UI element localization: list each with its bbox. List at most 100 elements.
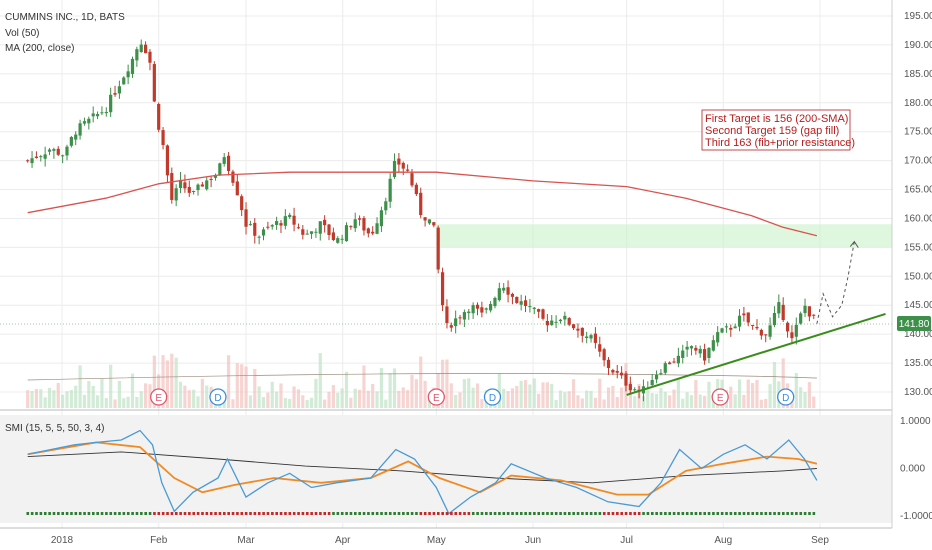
candle-body	[484, 308, 488, 310]
smi-dot	[231, 512, 235, 515]
volume-bar	[196, 396, 200, 408]
smi-dot	[209, 512, 213, 515]
candle-body	[174, 188, 178, 201]
volume-bar	[401, 387, 405, 408]
volume-bar	[253, 368, 257, 408]
candle-body	[392, 160, 397, 178]
annotation-line-2: Second Target 159 (gap fill)	[705, 125, 839, 137]
volume-bar	[78, 365, 82, 408]
volume-bar	[729, 386, 733, 408]
candle-body	[606, 359, 611, 368]
candle-body	[593, 333, 598, 343]
candle-body	[87, 118, 91, 124]
smi-dot	[109, 512, 113, 515]
smi-dot	[598, 512, 602, 515]
smi-dot	[323, 512, 327, 515]
smi-dot	[589, 512, 593, 515]
smi-dot	[284, 512, 287, 515]
candle-body	[764, 334, 768, 336]
smi-dot	[760, 512, 763, 515]
smi-dot	[314, 512, 318, 515]
candle-body	[488, 304, 493, 311]
candle-body	[283, 216, 287, 226]
smi-dot	[594, 512, 597, 515]
volume-bar	[47, 387, 52, 408]
candle-body	[624, 373, 628, 386]
event-letter: E	[155, 393, 162, 404]
volume-bar	[620, 387, 624, 408]
volume-bar	[528, 384, 532, 408]
volume-bar	[327, 391, 331, 408]
volume-bar	[87, 381, 91, 408]
event-circle	[483, 388, 502, 406]
candle-body	[550, 320, 554, 326]
candle-body	[519, 301, 523, 305]
candle-body	[34, 156, 39, 158]
smi-dot	[384, 512, 388, 515]
smi-dot	[174, 512, 178, 515]
candle-body	[113, 93, 117, 95]
smi-dot	[275, 512, 279, 515]
candle-body	[314, 231, 318, 233]
candle-body	[515, 296, 519, 303]
smi-dot	[607, 512, 610, 515]
smi-dot	[450, 512, 453, 515]
smi-dot	[729, 512, 733, 515]
candle-body	[672, 361, 676, 363]
smi-dot	[371, 512, 375, 515]
smi-dot	[537, 512, 541, 515]
smi-dot	[140, 512, 143, 515]
smi-dot	[319, 512, 322, 515]
smi-dot	[410, 512, 414, 515]
candle-body	[545, 320, 549, 326]
smi-dot	[35, 512, 38, 515]
volume-bar	[768, 384, 772, 408]
candle-body	[414, 184, 418, 195]
vol-legend: Vol (50)	[5, 28, 39, 39]
candle-body	[69, 137, 73, 146]
volume-bar	[423, 380, 427, 408]
volume-bar	[301, 395, 305, 408]
smi-dot	[768, 512, 772, 515]
volume-bar	[633, 396, 637, 408]
smi-dot	[681, 512, 685, 515]
volume-bar	[641, 396, 646, 408]
price-tick-label: 180.00	[904, 98, 932, 109]
smi-dot	[502, 512, 506, 515]
smi-dot	[485, 512, 488, 515]
smi-dot	[471, 512, 475, 515]
volume-bar	[74, 385, 78, 408]
candle-body	[261, 229, 266, 236]
volume-bar	[506, 391, 510, 408]
smi-dot	[773, 512, 776, 515]
event-letter: D	[782, 393, 789, 404]
volume-bar	[148, 384, 152, 408]
smi-dot	[406, 512, 410, 515]
smi-dot	[236, 512, 239, 515]
smi-dot	[131, 512, 134, 515]
smi-dot	[629, 512, 632, 515]
volume-bar	[554, 399, 558, 408]
volume-bar	[799, 387, 803, 408]
volume-bar	[471, 387, 475, 408]
trendline-line	[626, 312, 886, 396]
smi-dot	[533, 512, 536, 515]
projection-arrowhead	[849, 240, 859, 248]
candle-body	[724, 326, 729, 328]
candle-body	[423, 217, 427, 221]
smi-dot	[480, 512, 484, 515]
event-letter: D	[489, 393, 496, 404]
smi-dot	[393, 512, 396, 515]
smi-dot	[65, 512, 69, 515]
candle-body	[397, 158, 401, 165]
smi-dot	[563, 512, 567, 515]
volume-bar	[309, 397, 314, 408]
smi-dot	[476, 512, 479, 515]
target-zone-rect	[436, 224, 892, 248]
target-zone	[436, 224, 892, 248]
candle-body	[200, 184, 204, 187]
candle-body	[218, 163, 222, 175]
volume-bar	[344, 371, 349, 408]
smi-dot	[96, 512, 99, 515]
